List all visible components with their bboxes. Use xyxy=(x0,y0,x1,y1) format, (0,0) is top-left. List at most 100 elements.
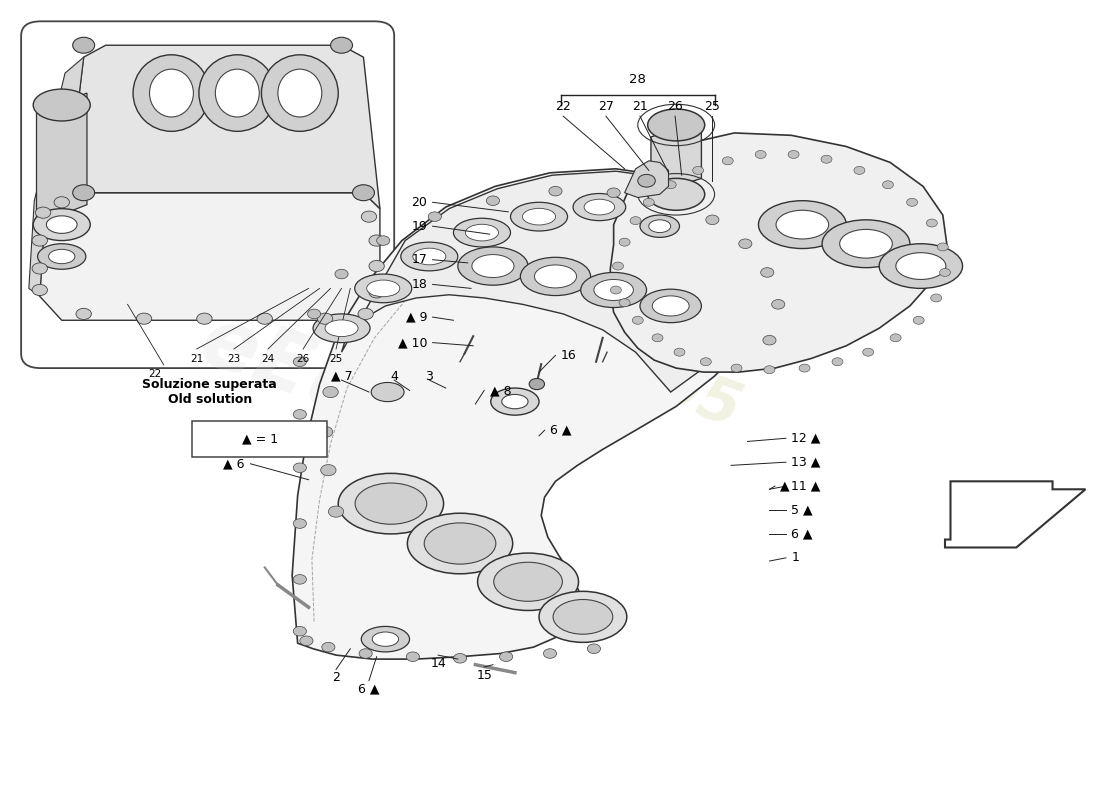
Ellipse shape xyxy=(594,279,634,301)
Ellipse shape xyxy=(407,514,513,574)
Circle shape xyxy=(368,261,384,272)
Polygon shape xyxy=(40,193,380,320)
Circle shape xyxy=(587,644,601,654)
Ellipse shape xyxy=(199,55,276,131)
Circle shape xyxy=(652,334,663,342)
Circle shape xyxy=(321,465,336,476)
Text: Soluzione superata
Old solution: Soluzione superata Old solution xyxy=(143,378,277,406)
Circle shape xyxy=(322,642,334,652)
Ellipse shape xyxy=(338,474,443,534)
Text: 11 ▲: 11 ▲ xyxy=(791,479,821,493)
Circle shape xyxy=(543,649,557,658)
Text: 22: 22 xyxy=(556,100,571,113)
Text: 27: 27 xyxy=(598,100,614,113)
Circle shape xyxy=(32,235,47,246)
Ellipse shape xyxy=(372,632,398,646)
Ellipse shape xyxy=(895,253,946,279)
Text: 21: 21 xyxy=(632,100,648,113)
Circle shape xyxy=(890,334,901,342)
Text: 20: 20 xyxy=(411,196,427,209)
Circle shape xyxy=(359,649,372,658)
Circle shape xyxy=(723,157,734,165)
Circle shape xyxy=(549,186,562,196)
Circle shape xyxy=(428,212,441,222)
Circle shape xyxy=(862,348,873,356)
Ellipse shape xyxy=(502,394,528,409)
Circle shape xyxy=(35,207,51,218)
Ellipse shape xyxy=(759,201,846,249)
Polygon shape xyxy=(945,482,1086,547)
Ellipse shape xyxy=(458,247,528,285)
Circle shape xyxy=(318,426,332,438)
Circle shape xyxy=(739,239,752,249)
Ellipse shape xyxy=(510,202,568,231)
Circle shape xyxy=(54,197,69,208)
Circle shape xyxy=(355,187,371,198)
Text: 26: 26 xyxy=(297,354,310,363)
Circle shape xyxy=(732,364,742,372)
Circle shape xyxy=(799,364,810,372)
Text: 6 ▲: 6 ▲ xyxy=(791,527,813,541)
Ellipse shape xyxy=(652,296,689,316)
Text: 26: 26 xyxy=(668,100,683,113)
Polygon shape xyxy=(651,121,702,194)
Ellipse shape xyxy=(520,258,591,295)
Circle shape xyxy=(662,198,675,207)
Circle shape xyxy=(136,313,152,324)
Circle shape xyxy=(761,268,773,278)
Circle shape xyxy=(674,348,685,356)
Ellipse shape xyxy=(776,210,828,239)
Ellipse shape xyxy=(400,242,458,271)
Circle shape xyxy=(613,262,624,270)
Circle shape xyxy=(882,181,893,189)
Ellipse shape xyxy=(262,55,338,131)
Ellipse shape xyxy=(33,209,90,241)
Ellipse shape xyxy=(822,220,910,268)
Circle shape xyxy=(76,308,91,319)
Text: 25: 25 xyxy=(329,354,343,363)
Ellipse shape xyxy=(354,274,411,302)
Circle shape xyxy=(73,185,95,201)
Ellipse shape xyxy=(839,230,892,258)
Text: 2: 2 xyxy=(332,671,340,684)
Text: 15: 15 xyxy=(476,669,492,682)
Text: 22: 22 xyxy=(148,369,162,378)
Circle shape xyxy=(73,38,95,54)
Text: 17: 17 xyxy=(411,253,427,266)
Circle shape xyxy=(334,270,348,279)
Text: 13 ▲: 13 ▲ xyxy=(791,456,821,469)
Ellipse shape xyxy=(278,69,322,117)
Polygon shape xyxy=(341,171,789,392)
Circle shape xyxy=(323,386,338,398)
Ellipse shape xyxy=(648,178,705,210)
Ellipse shape xyxy=(553,599,613,634)
Text: 5 ▲: 5 ▲ xyxy=(791,503,813,517)
Ellipse shape xyxy=(33,89,90,121)
Text: 23: 23 xyxy=(228,354,241,363)
Text: ▲ 9: ▲ 9 xyxy=(406,310,427,323)
Circle shape xyxy=(453,654,466,663)
Ellipse shape xyxy=(581,273,647,307)
Ellipse shape xyxy=(46,216,77,234)
Ellipse shape xyxy=(314,314,370,342)
Circle shape xyxy=(666,181,676,189)
Polygon shape xyxy=(625,161,669,198)
Circle shape xyxy=(931,294,942,302)
Text: 24: 24 xyxy=(262,354,275,363)
Circle shape xyxy=(294,410,307,419)
Ellipse shape xyxy=(371,382,404,402)
Circle shape xyxy=(331,38,352,54)
Ellipse shape xyxy=(573,194,626,221)
Circle shape xyxy=(906,198,917,206)
Ellipse shape xyxy=(649,220,671,233)
Text: ▲ 7: ▲ 7 xyxy=(331,370,352,382)
Circle shape xyxy=(329,506,343,517)
Text: 16: 16 xyxy=(561,349,576,362)
Circle shape xyxy=(294,463,307,473)
Ellipse shape xyxy=(539,591,627,642)
Circle shape xyxy=(706,215,719,225)
Circle shape xyxy=(361,211,376,222)
Circle shape xyxy=(619,238,630,246)
Circle shape xyxy=(638,174,656,187)
Circle shape xyxy=(294,574,307,584)
